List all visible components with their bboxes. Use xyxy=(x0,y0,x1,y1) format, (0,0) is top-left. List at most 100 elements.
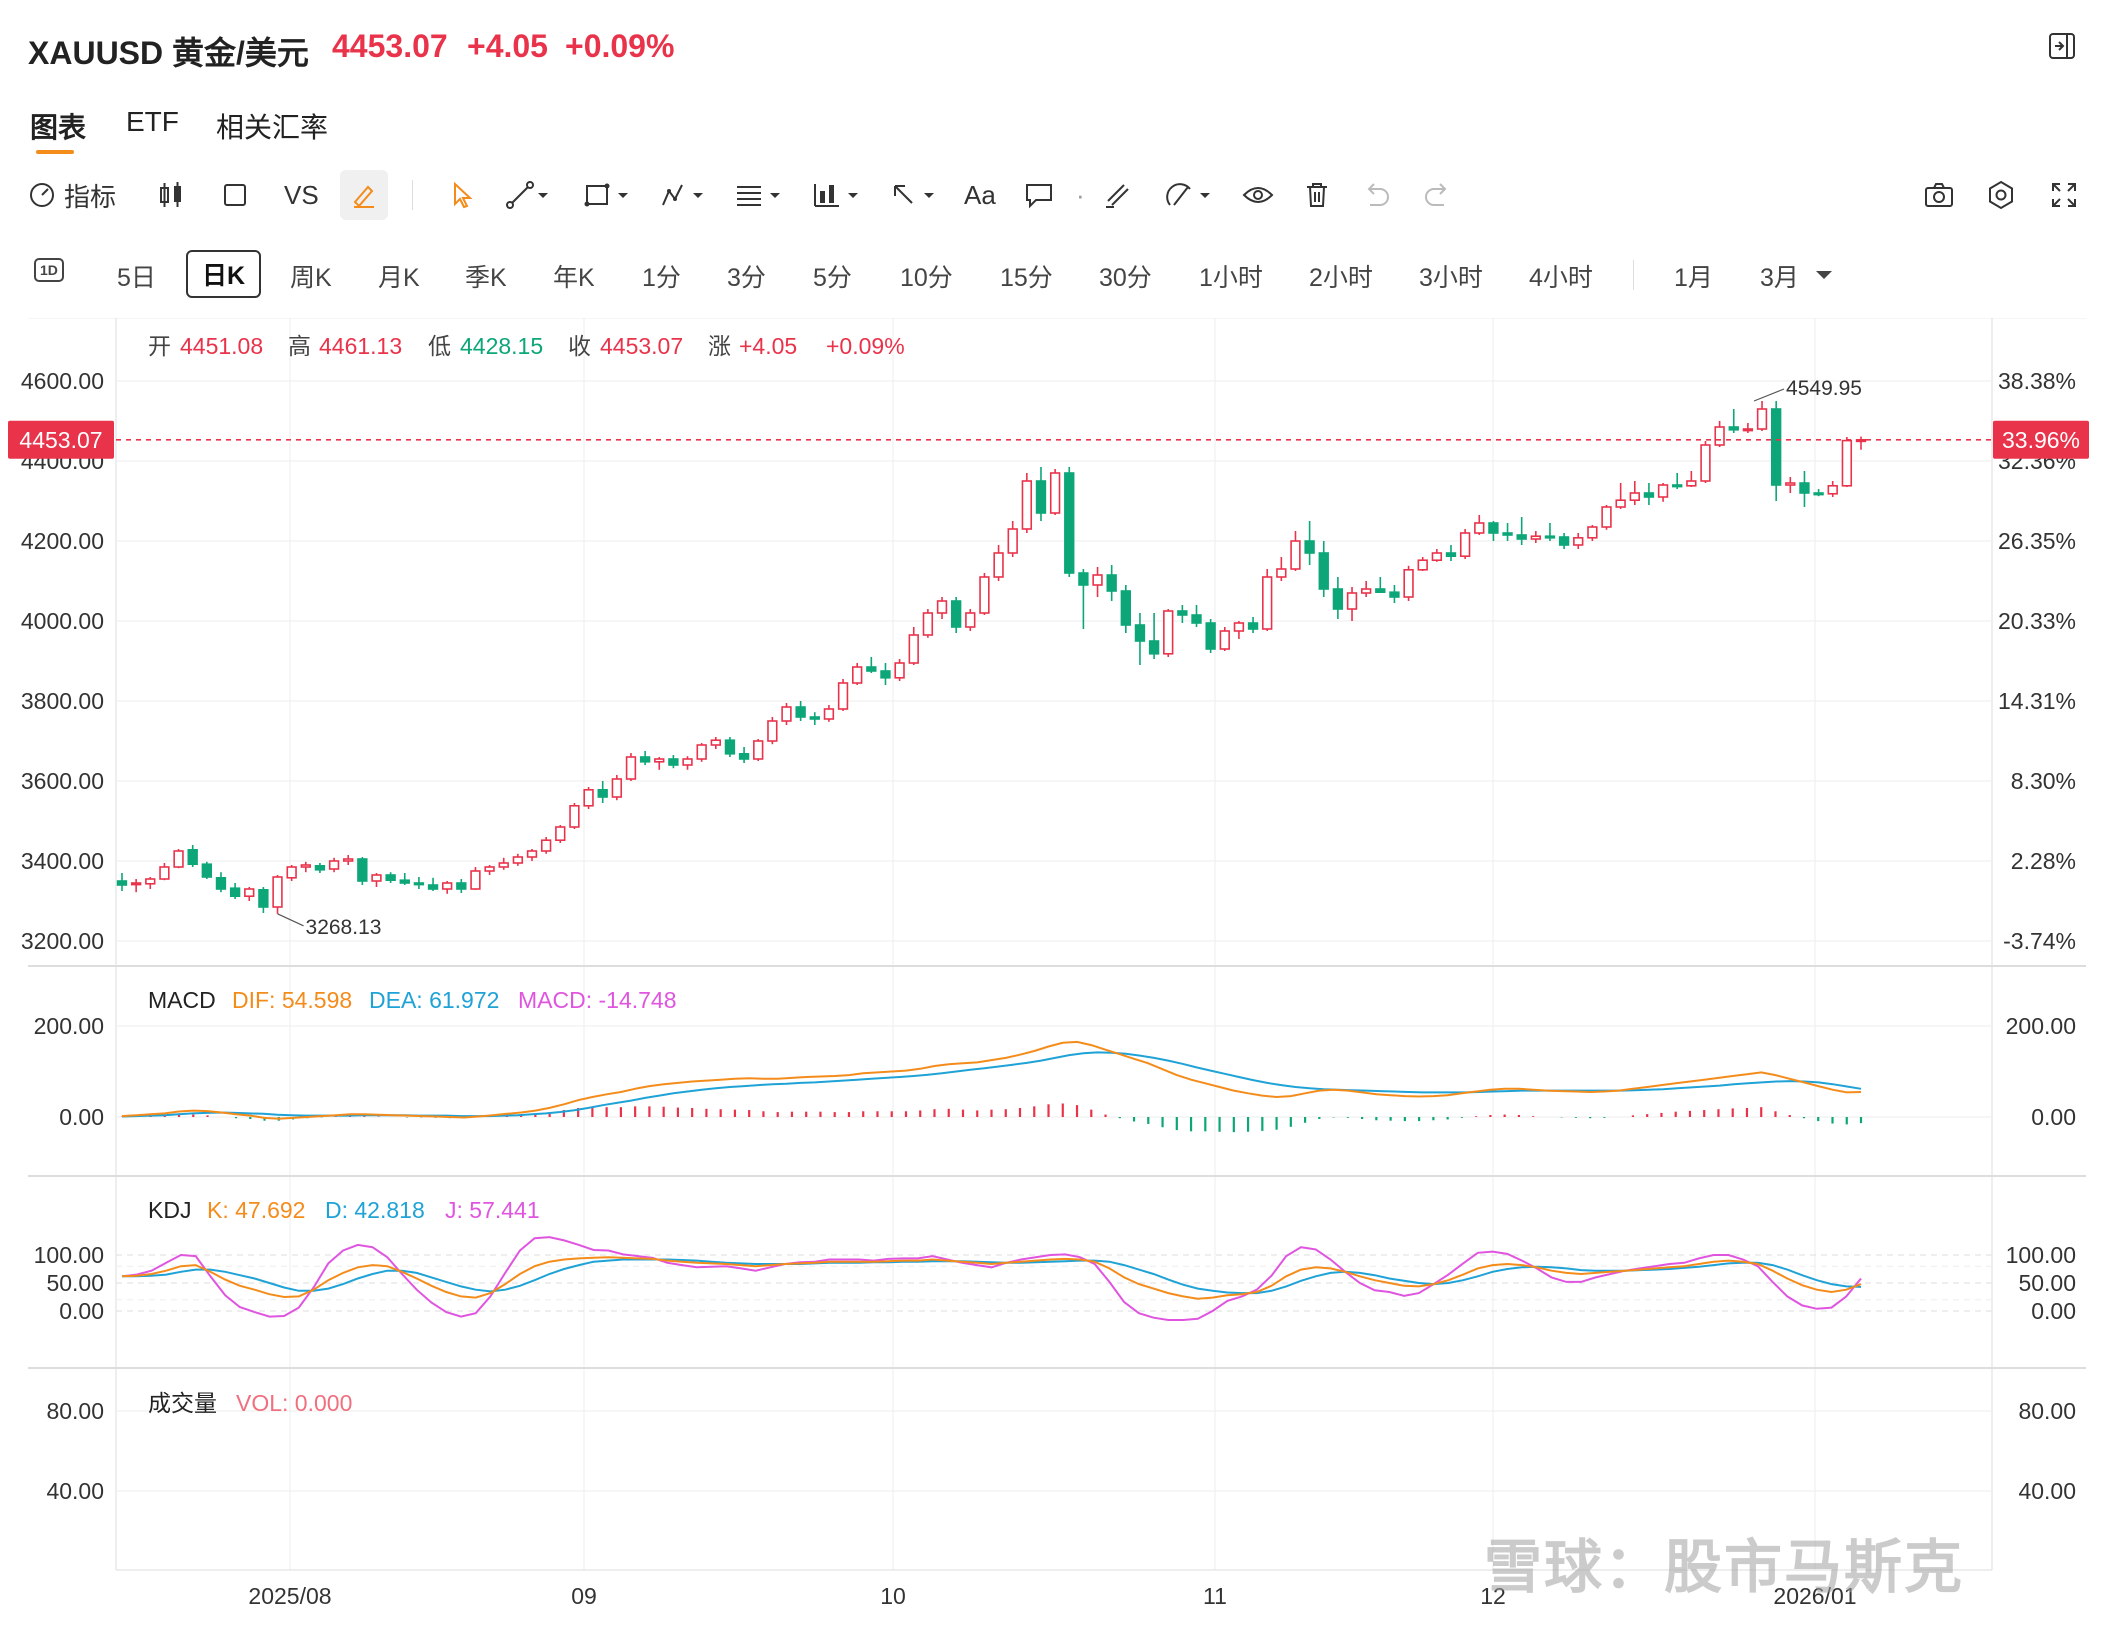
candlestick[interactable] xyxy=(1219,627,1230,651)
candlestick[interactable] xyxy=(1106,565,1117,601)
candlestick[interactable] xyxy=(1205,619,1216,653)
cursor-arrow-icon[interactable] xyxy=(450,170,476,220)
candlestick[interactable] xyxy=(1148,613,1160,659)
candlestick[interactable] xyxy=(1360,581,1372,597)
candlestick[interactable] xyxy=(1799,471,1810,507)
candlestick[interactable] xyxy=(597,781,608,803)
candlestick[interactable] xyxy=(1530,531,1542,543)
candlestick[interactable] xyxy=(512,853,524,866)
tab-etf[interactable]: ETF xyxy=(126,106,179,137)
period-2hour[interactable]: 2小时 xyxy=(1309,264,1373,292)
period-weekly[interactable]: 周K xyxy=(290,264,332,292)
candlestick[interactable] xyxy=(116,873,128,891)
candlestick[interactable] xyxy=(1657,483,1669,502)
candlestick[interactable] xyxy=(399,873,410,885)
candlestick[interactable] xyxy=(159,863,170,881)
candlestick[interactable] xyxy=(555,825,566,843)
candlestick[interactable] xyxy=(484,865,495,875)
candlestick[interactable] xyxy=(1756,401,1768,431)
candlestick[interactable] xyxy=(1346,587,1358,621)
candlestick[interactable] xyxy=(229,883,241,899)
tab-related-fx[interactable]: 相关汇率 xyxy=(216,112,329,143)
candlestick[interactable] xyxy=(1474,515,1485,535)
candlestick[interactable] xyxy=(908,627,919,665)
candlestick[interactable] xyxy=(1191,605,1202,627)
period-1d-icon[interactable]: 1D xyxy=(34,258,64,282)
candlestick[interactable] xyxy=(1601,505,1612,530)
trend-line-icon[interactable] xyxy=(506,170,552,220)
period-1min[interactable]: 1分 xyxy=(642,264,681,292)
period-1month[interactable]: 1月 xyxy=(1674,264,1713,292)
candlestick[interactable] xyxy=(286,865,297,881)
candlestick[interactable] xyxy=(809,712,820,725)
candlestick[interactable] xyxy=(343,855,354,865)
candlestick[interactable] xyxy=(1558,533,1570,549)
candlestick[interactable] xyxy=(880,663,891,685)
candlestick[interactable] xyxy=(1488,521,1499,541)
lock-drawing-icon[interactable] xyxy=(1166,170,1220,220)
candlestick[interactable] xyxy=(993,545,1004,581)
candlestick[interactable] xyxy=(1134,613,1146,665)
period-5min[interactable]: 5分 xyxy=(813,264,852,292)
tab-chart[interactable]: 图表 xyxy=(30,112,87,143)
candlestick[interactable] xyxy=(314,863,326,873)
pattern-tool-icon[interactable] xyxy=(660,170,710,220)
candlestick[interactable] xyxy=(272,875,283,914)
trash-icon[interactable] xyxy=(1304,170,1330,220)
candlestick[interactable] xyxy=(130,879,142,893)
period-3min[interactable]: 3分 xyxy=(727,264,766,292)
candlestick[interactable] xyxy=(1615,483,1626,509)
pen-draw-icon[interactable] xyxy=(340,170,388,220)
candlestick[interactable] xyxy=(187,845,198,867)
candlestick[interactable] xyxy=(1318,541,1329,597)
candlestick[interactable] xyxy=(894,659,905,681)
candlestick[interactable] xyxy=(1431,549,1443,562)
candlestick[interactable] xyxy=(1686,471,1697,487)
candlestick[interactable] xyxy=(866,657,877,673)
candlestick[interactable] xyxy=(1233,621,1245,639)
period-5day[interactable]: 5日 xyxy=(117,264,156,292)
candlestick[interactable] xyxy=(654,757,665,770)
candlestick[interactable] xyxy=(328,857,340,873)
candlestick[interactable] xyxy=(413,877,425,889)
period-quarterly[interactable]: 季K xyxy=(465,264,507,292)
candlestick[interactable] xyxy=(682,756,693,770)
period-daily[interactable]: 日K xyxy=(186,250,262,298)
period-monthly[interactable]: 月K xyxy=(378,264,420,292)
candlestick[interactable] xyxy=(1064,467,1075,577)
candlestick[interactable] xyxy=(1841,437,1853,487)
period-yearly[interactable]: 年K xyxy=(553,264,595,292)
comment-bubble-icon[interactable] xyxy=(1024,170,1054,220)
candlestick[interactable] xyxy=(1092,567,1103,597)
magnet-icon[interactable] xyxy=(1104,170,1134,220)
candlestick[interactable] xyxy=(1120,585,1131,633)
candlestick[interactable] xyxy=(1417,557,1428,571)
candlestick[interactable] xyxy=(1855,436,1867,450)
period-15min[interactable]: 15分 xyxy=(1000,264,1053,292)
measure-tool-icon[interactable] xyxy=(812,170,866,220)
candlestick[interactable] xyxy=(498,857,509,870)
candlestick[interactable] xyxy=(427,877,439,891)
candlestick[interactable] xyxy=(781,703,792,725)
candlestick[interactable] xyxy=(724,737,736,757)
candlestick[interactable] xyxy=(1445,545,1457,561)
candlestick[interactable] xyxy=(823,705,835,722)
candlestick[interactable] xyxy=(1502,523,1513,541)
candlestick[interactable] xyxy=(611,775,623,801)
candlestick[interactable] xyxy=(441,881,453,894)
candlestick[interactable] xyxy=(456,879,467,893)
candlestick[interactable] xyxy=(753,739,764,761)
candlestick[interactable] xyxy=(1459,529,1471,559)
candlestick[interactable] xyxy=(1587,525,1598,541)
candlestick[interactable] xyxy=(625,753,637,781)
candlestick[interactable] xyxy=(837,679,849,711)
period-3month[interactable]: 3月 xyxy=(1760,264,1799,292)
candlestick[interactable] xyxy=(1035,467,1047,521)
more-periods-dropdown-icon[interactable] xyxy=(1814,260,1834,289)
candlestick[interactable] xyxy=(1304,521,1315,565)
candlestick[interactable] xyxy=(1007,521,1018,557)
shape-tool-icon[interactable] xyxy=(584,170,634,220)
camera-screenshot-icon[interactable] xyxy=(1924,170,1954,220)
candlestick[interactable] xyxy=(738,747,750,763)
